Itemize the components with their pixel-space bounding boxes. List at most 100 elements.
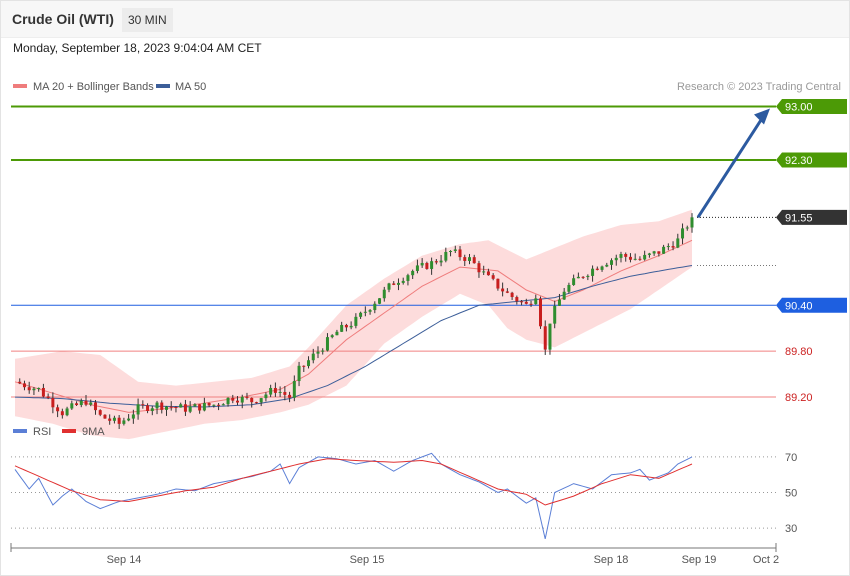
ma9-line [14, 458, 693, 506]
candle-body [269, 387, 273, 395]
candle-body [93, 402, 97, 411]
candle-body [316, 351, 320, 354]
candle-body [567, 284, 571, 292]
price-tag-label-91-55: 91.55 [785, 212, 813, 224]
candle-body [486, 271, 490, 276]
candle-body [425, 262, 429, 269]
candle-body [51, 398, 55, 408]
candle-body [401, 280, 405, 283]
candle-body [217, 404, 221, 406]
candle-body [18, 381, 22, 384]
candle-body [647, 253, 651, 255]
candle-body [572, 278, 576, 285]
candle-body [292, 381, 296, 398]
candle-body [65, 408, 69, 416]
candle-body [250, 397, 254, 403]
candle-body [32, 388, 36, 391]
candle-body [288, 394, 292, 398]
candle-body [382, 289, 386, 299]
last-price-tag-91-55 [776, 209, 847, 225]
candle-body [112, 417, 116, 421]
candle-body [406, 275, 410, 281]
candle-body [420, 262, 424, 266]
candle-body [56, 407, 60, 412]
candle-body [321, 350, 325, 352]
rsi-tick-label-70: 70 [785, 452, 797, 464]
ma50-line [14, 265, 693, 408]
x-tick-label-sep-19: Sep 19 [682, 554, 717, 566]
candle-body [37, 387, 41, 389]
candle-body [311, 353, 315, 361]
candle-body [524, 301, 528, 304]
candle-body [335, 331, 339, 336]
candle-body [439, 260, 443, 263]
candle-body [122, 420, 126, 424]
candle-body [472, 257, 476, 264]
x-tick-label-sep-15: Sep 15 [350, 554, 385, 566]
candle-body [581, 276, 585, 278]
candle-body [467, 257, 471, 261]
candle-body [359, 312, 363, 317]
candle-body [373, 303, 377, 311]
bollinger-band [15, 209, 692, 440]
candle-body [307, 360, 311, 367]
candle-body [576, 276, 580, 279]
candle-body [548, 323, 552, 350]
candle-body [75, 403, 79, 406]
x-tick-label-oct-2: Oct 2 [753, 554, 779, 566]
candle-body [496, 278, 500, 289]
x-tick-label-sep-14: Sep 14 [107, 554, 142, 566]
candle-body [624, 254, 628, 257]
ma20-line [14, 239, 693, 413]
candle-body [325, 337, 329, 351]
candle-body [491, 275, 495, 279]
rsi-legend-swatch [13, 429, 27, 433]
candle-body [98, 410, 102, 415]
candle-body [510, 292, 514, 298]
instrument-title: Crude Oil (WTI) [12, 11, 114, 27]
candle-body [657, 251, 661, 254]
resistance-price-tag-92-30 [776, 152, 847, 168]
candle-body [245, 396, 249, 398]
candle-body [557, 299, 561, 306]
candle-body [411, 270, 415, 276]
candle-body [614, 257, 618, 261]
candle-body [330, 335, 334, 338]
candle-body [505, 291, 509, 293]
candle-body [600, 266, 604, 270]
candle-body [349, 325, 353, 328]
candle-body [368, 310, 372, 312]
candle-body [212, 404, 216, 406]
candle-body [202, 402, 206, 411]
candle-body [610, 260, 614, 265]
price-tag-label-93-00: 93.00 [785, 101, 813, 113]
candle-body [27, 387, 31, 391]
candle-body [520, 301, 524, 303]
candle-body [586, 275, 590, 278]
candle-body [652, 251, 656, 254]
candle-body [633, 258, 637, 260]
candle-body [46, 396, 50, 399]
rsi-tick-label-50: 50 [785, 488, 797, 500]
candle-body [174, 407, 178, 409]
candle-body [103, 414, 107, 419]
ma20-legend-label: MA 20 + Bollinger Bands [33, 81, 154, 93]
timeframe-badge[interactable]: 30 MIN [122, 8, 173, 32]
candle-body [302, 365, 306, 367]
candle-body [108, 418, 112, 421]
support-label-89-80: 89.80 [785, 346, 813, 358]
candle-body [562, 291, 566, 300]
candle-body [534, 298, 538, 305]
candle-body [449, 250, 453, 252]
candle-body [543, 326, 547, 350]
candle-body [681, 228, 685, 239]
pivot-price-tag-90-40 [776, 297, 847, 313]
candle-body [155, 402, 159, 409]
candle-body [136, 404, 140, 415]
candle-body [193, 404, 197, 407]
candle-body [164, 406, 168, 410]
candle-body [207, 402, 211, 406]
candle-body [605, 264, 609, 267]
price-tag-label-90-40: 90.40 [785, 300, 813, 312]
x-tick-label-sep-18: Sep 18 [594, 554, 629, 566]
